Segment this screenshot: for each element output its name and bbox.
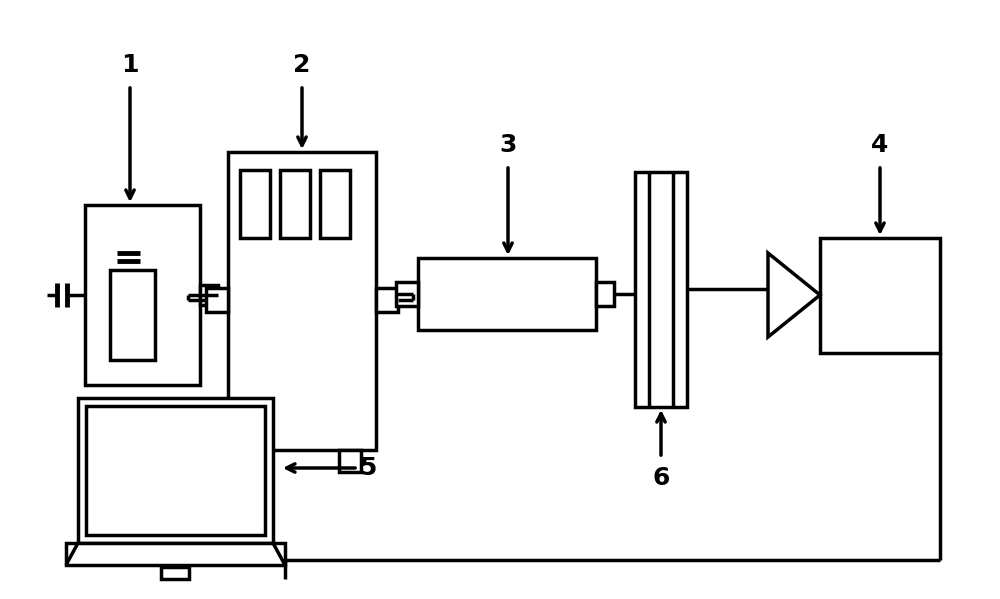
Bar [86, 406, 265, 535]
Bar [240, 170, 270, 238]
Bar [376, 288, 398, 312]
Bar [78, 398, 273, 543]
Bar [320, 170, 350, 238]
Bar [110, 270, 155, 360]
Bar [243, 450, 265, 472]
Bar [200, 285, 218, 305]
Bar [228, 152, 376, 450]
Text: 3: 3 [499, 133, 517, 157]
Bar [85, 205, 200, 385]
Text: 1: 1 [121, 53, 139, 77]
Bar [418, 258, 596, 330]
Bar [66, 543, 285, 565]
Bar [596, 282, 614, 306]
Bar [280, 170, 310, 238]
Bar [161, 567, 189, 579]
Bar [635, 172, 687, 407]
Polygon shape [768, 253, 820, 337]
Bar [339, 450, 361, 472]
Text: 2: 2 [293, 53, 311, 77]
Bar [206, 288, 228, 312]
Text: 5: 5 [359, 456, 377, 480]
Bar [820, 238, 940, 353]
Text: 6: 6 [652, 466, 670, 490]
Text: 4: 4 [871, 133, 889, 157]
Bar [396, 282, 418, 306]
